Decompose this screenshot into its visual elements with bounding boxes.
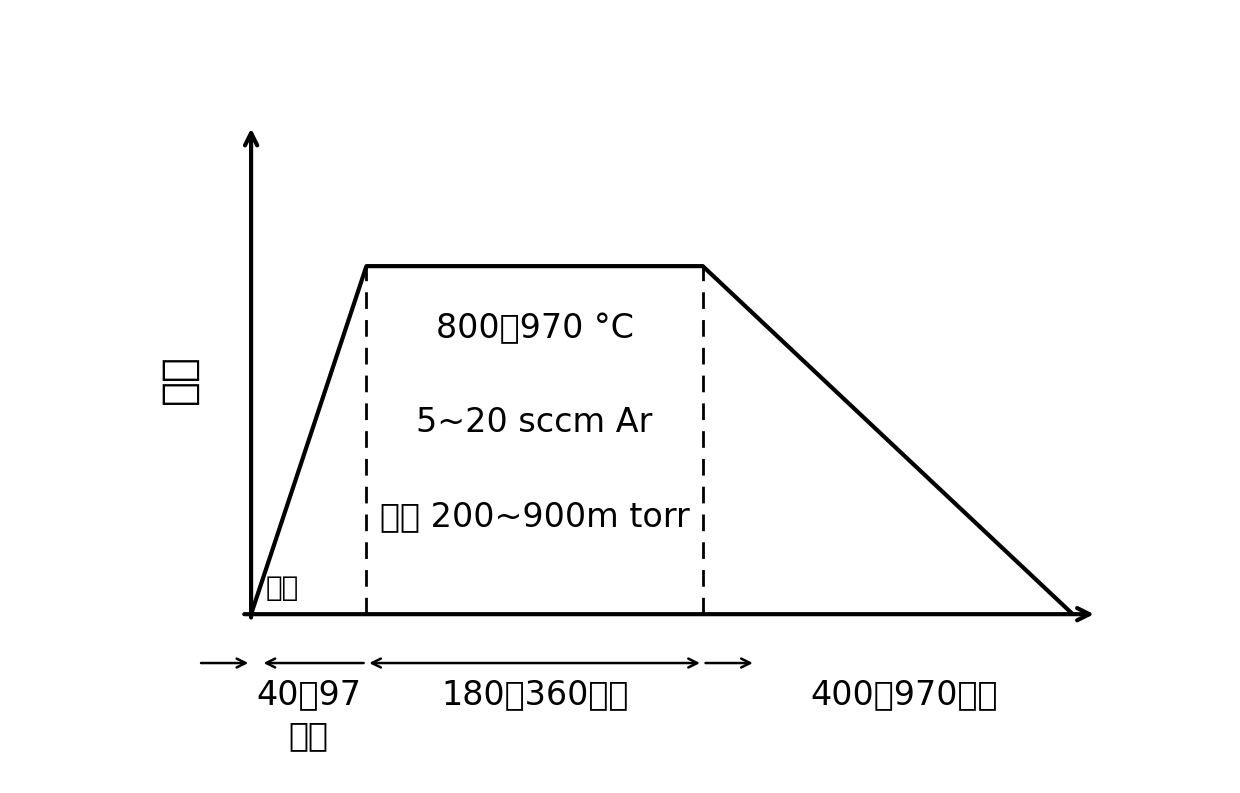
Text: 气压 200~900m torr: 气压 200~900m torr <box>379 500 689 533</box>
Text: 180～360分钟: 180～360分钟 <box>441 678 629 711</box>
Text: 室温: 室温 <box>265 574 299 602</box>
Text: 800～970 °C: 800～970 °C <box>435 312 634 345</box>
Text: 温度: 温度 <box>157 354 200 404</box>
Text: 5~20 sccm Ar: 5~20 sccm Ar <box>417 406 652 439</box>
Text: 400～970分钟: 400～970分钟 <box>811 678 998 711</box>
Text: 40～97
分钟: 40～97 分钟 <box>257 678 361 752</box>
